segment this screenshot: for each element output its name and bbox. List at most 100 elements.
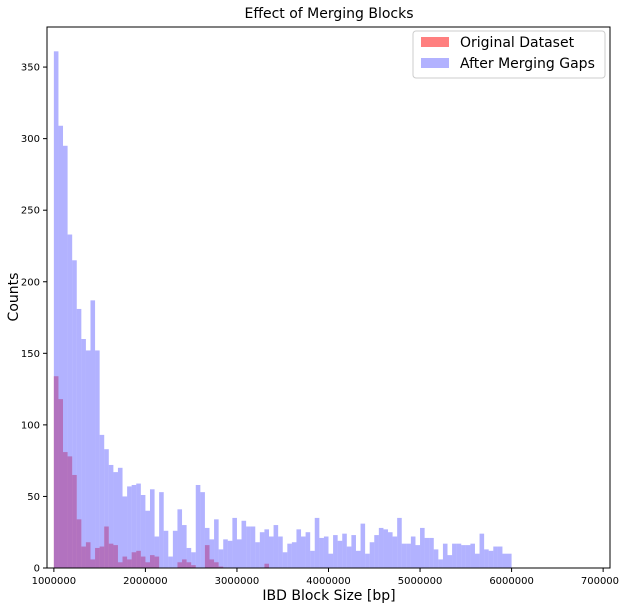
series-2-bar xyxy=(314,517,320,568)
series-2-bar xyxy=(177,509,183,568)
series-2-bar xyxy=(214,519,219,568)
series-2-bar xyxy=(172,530,178,568)
y-tick-label: 150 xyxy=(21,349,40,360)
series-2-bar xyxy=(429,537,434,568)
series-2-bar xyxy=(328,553,334,568)
series-2-bar xyxy=(351,535,356,568)
series-2-bar xyxy=(342,533,347,568)
series-2-bar xyxy=(122,496,128,568)
y-axis: 0 50 100 150 200 250 300 350 xyxy=(21,63,47,575)
series-2-bar xyxy=(127,486,132,568)
series-2-bar xyxy=(438,559,443,568)
plot-background xyxy=(47,27,610,568)
series-2-bar xyxy=(195,484,201,568)
series-2-bar xyxy=(447,555,453,568)
series-2-bar xyxy=(140,495,146,568)
series-2-bar xyxy=(287,543,292,568)
series-2-bar xyxy=(241,520,247,568)
x-tick-label: 4000000 xyxy=(306,576,351,587)
series-2-bar xyxy=(113,472,118,568)
series-2-bar xyxy=(488,550,494,568)
plot-area xyxy=(46,26,611,569)
series-2-bar xyxy=(470,543,475,568)
series-2-bar xyxy=(264,529,269,568)
series-2-bar xyxy=(479,533,485,568)
series-2-bar xyxy=(145,510,150,568)
series-2-bar xyxy=(456,543,462,568)
series-2-bar xyxy=(502,553,508,568)
series-2-bar xyxy=(255,542,260,568)
y-tick-label: 50 xyxy=(27,492,40,503)
histogram-bars xyxy=(53,51,512,568)
series-2-bar xyxy=(67,234,73,568)
y-tick-label: 200 xyxy=(21,277,40,288)
series-2-bar xyxy=(310,550,315,568)
x-axis-title: IBD Block Size [bp] xyxy=(262,588,395,604)
x-tick-label: 2000000 xyxy=(123,576,168,587)
series-2-bar xyxy=(383,529,389,568)
series-2-bar xyxy=(360,523,366,568)
series-2-bar xyxy=(291,542,297,568)
series-2-bar xyxy=(397,517,402,568)
legend-swatch xyxy=(421,58,449,68)
series-2-bar xyxy=(168,556,173,568)
series-2-bar xyxy=(392,536,398,568)
series-2-bar xyxy=(507,553,512,568)
y-axis-title: Counts xyxy=(6,273,22,322)
y-tick-label: 350 xyxy=(21,63,40,74)
series-2-bar xyxy=(319,537,324,568)
series-2-bar xyxy=(484,549,489,568)
y-tick-label: 0 xyxy=(34,564,40,575)
x-tick-label: 3000000 xyxy=(215,576,260,587)
series-2-bar xyxy=(104,449,109,568)
series-2-bar xyxy=(136,483,141,568)
x-tick-label: 5000000 xyxy=(398,576,443,587)
series-2-bar xyxy=(323,536,329,568)
series-2-bar xyxy=(333,535,338,568)
series-2-bar xyxy=(452,543,457,568)
series-2-bar xyxy=(236,539,242,568)
series-2-bars xyxy=(53,51,512,568)
series-2-bar xyxy=(232,517,237,568)
series-2-bar xyxy=(204,527,210,568)
series-2-bar xyxy=(497,546,503,568)
series-2-bar xyxy=(163,530,169,568)
series-2-bar xyxy=(378,527,384,568)
series-2-bar xyxy=(58,125,64,568)
series-2-bar xyxy=(76,308,82,568)
series-2-bar xyxy=(72,260,77,568)
legend: Original Dataset After Merging Gaps xyxy=(412,30,606,79)
x-tick-label: 1000000 xyxy=(32,576,77,587)
series-2-bar xyxy=(95,350,100,568)
series-2-bar xyxy=(149,489,155,568)
series-2-bar xyxy=(90,300,96,568)
chart-title: Effect of Merging Blocks xyxy=(244,6,413,22)
series-2-bar xyxy=(159,492,164,568)
legend-swatch xyxy=(421,37,449,47)
series-2-bar xyxy=(433,549,439,568)
series-2-bar xyxy=(337,540,343,568)
series-2-bar xyxy=(461,545,466,568)
y-tick-label: 250 xyxy=(21,206,40,217)
series-2-bar xyxy=(85,350,91,568)
series-2-bar xyxy=(53,51,59,568)
series-2-bar xyxy=(282,552,288,568)
series-2-bar xyxy=(406,543,411,568)
series-2-bar xyxy=(424,537,430,568)
series-2-bar xyxy=(401,543,407,568)
legend-label: Original Dataset xyxy=(460,35,575,51)
series-2-bar xyxy=(273,525,279,568)
series-2-bar xyxy=(200,492,205,568)
series-2-bar xyxy=(278,536,283,568)
series-2-bar xyxy=(474,553,480,568)
series-2-bar xyxy=(420,527,425,568)
series-2-bar xyxy=(182,525,187,568)
series-2-bar xyxy=(108,464,114,568)
series-2-bar xyxy=(99,434,105,568)
series-2-bar xyxy=(223,539,228,568)
series-2-bar xyxy=(465,545,471,568)
series-2-bar xyxy=(209,539,215,568)
series-2-bar xyxy=(186,547,192,568)
legend-box xyxy=(412,30,606,79)
